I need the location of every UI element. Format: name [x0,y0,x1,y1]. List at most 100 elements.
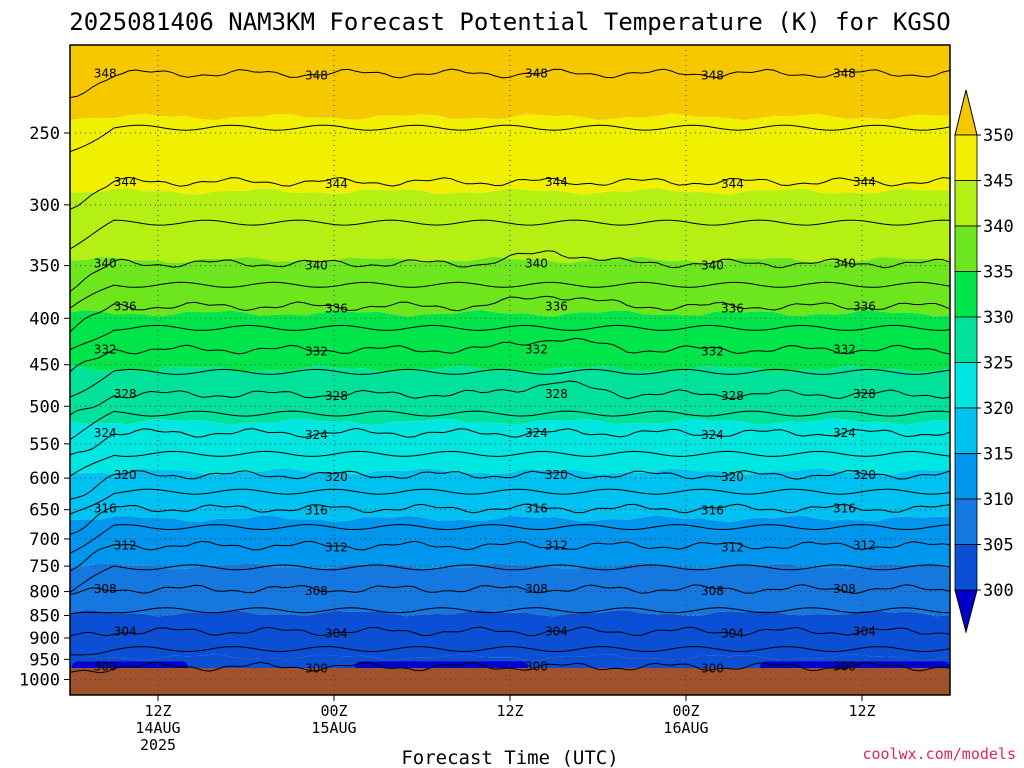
contour-label: 316 [701,503,724,517]
theta-band [70,113,950,195]
y-tick-label: 300 [29,196,60,216]
colorbar-min-arrow [954,589,978,634]
contour-label: 312 [721,541,744,555]
contour-line [70,410,950,441]
contour-label: 316 [305,503,328,517]
contour-label: 340 [701,258,724,272]
contour-label: 328 [545,387,568,401]
contour-label: 328 [721,389,744,403]
colorbar: 350 345 340 335 330 325 320 315 310 305 300 [954,89,1014,634]
contour-line [70,250,950,292]
colorbar-tick-label: 330 [983,308,1014,328]
contour-line [70,176,950,210]
contour-label: 336 [853,299,876,313]
colorbar-segment [954,544,978,591]
contour-label: 300 [305,662,328,676]
contour-label: 348 [305,69,328,83]
y-tick-label: 450 [29,356,60,376]
contour-label: 300 [94,660,117,674]
colorbar-tick-label: 335 [983,263,1014,283]
x-tick-label: 12Z [496,702,523,720]
contour-line [70,645,950,656]
y-tick-label: 950 [29,650,60,670]
contour-label: 332 [833,343,856,357]
colorbar-tick-label: 345 [983,172,1014,192]
y-tick-label: 1000 [19,671,60,691]
contour-line [70,295,950,333]
contour-label: 336 [721,301,744,315]
contour-line [70,281,950,309]
contour-label: 324 [525,426,548,440]
y-tick-label: 350 [29,257,60,277]
contour-label: 316 [833,501,856,515]
y-tick-label: 650 [29,501,60,521]
plot-area: 348 348 348 348 348 344 344 344 344 344 340 340 340 3… [70,45,950,695]
colorbar-tick-label: 325 [983,354,1014,374]
contour-label: 336 [114,299,137,313]
contour-line [70,523,950,554]
colorbar-segment [954,362,978,409]
contour-line [70,503,950,535]
contour-label: 332 [94,343,117,357]
contour-line [70,488,950,515]
contour-label: 324 [833,426,856,440]
contour-line [70,337,950,373]
contour-label: 300 [701,662,724,676]
x-tick-label: 12Z [144,702,171,720]
contour-label: 316 [94,501,117,515]
theta-band [70,515,950,570]
colorbar-max-arrow [954,89,978,136]
contour-label: 340 [305,258,328,272]
contour-label: 324 [94,426,117,440]
contour-label: 304 [853,624,876,638]
contour-line [70,450,950,477]
x-tick-label: 00Z [672,702,699,720]
contour-label: 332 [305,345,328,359]
contour-label: 324 [701,428,724,442]
x-axis-label: Forecast Time (UTC) [401,747,618,768]
contour-line [70,626,950,637]
contour-label: 312 [325,541,348,555]
contour-line [70,564,950,593]
contour-label: 304 [325,626,348,640]
colorbar-segment [954,225,978,272]
contour-label: 336 [545,299,568,313]
contour-label: 324 [305,428,328,442]
y-tick-label: 600 [29,469,60,489]
y-tick-label: 850 [29,606,60,626]
contour-label: 332 [525,343,548,357]
y-tick-label: 250 [29,124,60,144]
contour-label: 336 [325,301,348,315]
contour-label: 344 [114,175,137,189]
contour-label: 312 [114,539,137,553]
colorbar-segment [954,271,978,318]
chart-title: 2025081406 NAM3KM Forecast Potential Tem… [69,8,950,36]
contour-label: 328 [853,387,876,401]
theta-band [70,562,950,617]
colorbar-segment [954,407,978,454]
contour-label: 348 [833,67,856,81]
contour-label: 308 [305,584,328,598]
y-tick-label: 400 [29,309,60,329]
contour-label: 340 [525,256,548,270]
theta-band [70,309,950,373]
contour-line [70,607,950,615]
contour-label: 316 [525,501,548,515]
colorbar-tick-label: 350 [983,126,1014,146]
colorbar-segment [954,316,978,363]
contour-line [70,368,950,398]
x-tick-label: 14AUG [135,719,180,737]
contour-label: 312 [545,539,568,553]
contour-line [70,661,950,674]
y-tick-label: 800 [29,583,60,603]
credit-link[interactable]: coolwx.com/models [862,745,1016,763]
contour-line [70,324,950,351]
contour-line [70,540,950,572]
colorbar-tick-label: 315 [983,445,1014,465]
contour-label: 320 [114,468,137,482]
contour-label: 308 [94,582,117,596]
contour-label: 328 [114,387,137,401]
colorbar-segment [954,180,978,227]
